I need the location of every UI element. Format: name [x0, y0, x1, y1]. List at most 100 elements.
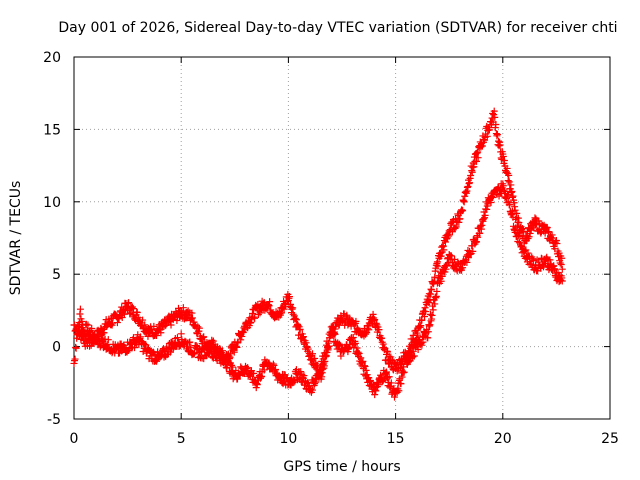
x-tick-label: 0	[70, 431, 79, 447]
data-point	[191, 349, 199, 357]
data-point	[428, 286, 436, 294]
data-point	[256, 309, 264, 317]
y-tick-label: 0	[52, 340, 61, 356]
data-point	[200, 344, 208, 352]
data-point	[375, 326, 383, 334]
data-point	[508, 207, 516, 215]
data-point	[464, 183, 472, 191]
data-point	[418, 316, 426, 324]
data-point	[526, 229, 534, 237]
data-point	[437, 277, 445, 285]
data-point	[414, 331, 422, 339]
data-point	[309, 386, 317, 394]
data-point	[484, 200, 492, 208]
data-point	[237, 336, 245, 344]
data-point	[250, 370, 258, 378]
data-point	[441, 238, 449, 246]
data-point	[397, 380, 405, 388]
data-point	[418, 341, 426, 349]
data-point	[491, 113, 499, 121]
data-point	[421, 313, 429, 321]
data-point	[490, 107, 498, 115]
data-point	[325, 342, 333, 350]
data-point	[167, 321, 175, 329]
data-point	[555, 278, 563, 286]
data-point	[496, 141, 504, 149]
data-point	[72, 344, 80, 352]
data-point	[438, 272, 446, 280]
data-point	[410, 352, 418, 360]
data-point	[424, 328, 432, 336]
data-point	[294, 321, 302, 329]
data-point	[345, 344, 353, 352]
data-point	[361, 362, 369, 370]
data-point	[541, 229, 549, 237]
data-point	[481, 211, 489, 219]
data-point	[244, 364, 252, 372]
data-point	[200, 333, 208, 341]
data-point	[469, 247, 477, 255]
data-point	[480, 215, 488, 223]
data-point	[300, 372, 308, 380]
x-tick-label: 5	[177, 431, 186, 447]
y-tick-label: 10	[43, 195, 61, 211]
data-point	[504, 190, 512, 198]
data-point	[556, 259, 564, 267]
data-point	[508, 187, 516, 195]
x-tick-label: 20	[494, 431, 512, 447]
data-point	[422, 308, 430, 316]
data-point	[312, 378, 320, 386]
y-axis-label: SDTVAR / TECUs	[8, 181, 24, 296]
x-axis-label: GPS time / hours	[283, 459, 400, 475]
data-point	[353, 344, 361, 352]
series-sdtvar-trace-b	[70, 180, 566, 401]
data-point	[506, 201, 514, 209]
y-axis-tick-labels: -5 0 5 10 15 20	[43, 50, 61, 428]
data-point	[366, 376, 374, 384]
data-point	[459, 207, 467, 215]
y-tick-label: 15	[43, 122, 61, 138]
data-point	[516, 232, 524, 240]
data-point	[525, 252, 533, 260]
data-point	[86, 342, 94, 350]
data-point	[230, 348, 238, 356]
data-point	[499, 152, 507, 160]
data-point	[528, 253, 536, 261]
data-point	[285, 293, 293, 301]
data-point	[202, 344, 210, 352]
data-point	[320, 359, 328, 367]
data-point	[426, 321, 434, 329]
data-point	[125, 299, 133, 307]
data-point	[260, 366, 268, 374]
data-point	[387, 353, 395, 361]
data-point	[265, 359, 273, 367]
data-point	[349, 333, 357, 341]
data-point	[229, 363, 237, 371]
data-point	[128, 303, 136, 311]
data-point	[478, 142, 486, 150]
data-point	[296, 325, 304, 333]
data-point	[258, 305, 266, 313]
data-point	[365, 326, 373, 334]
data-point	[227, 350, 235, 358]
data-point	[543, 224, 551, 232]
data-points	[70, 107, 566, 401]
data-point	[329, 329, 337, 337]
data-point	[558, 254, 566, 262]
data-point	[384, 348, 392, 356]
data-point	[557, 261, 565, 269]
data-point	[150, 349, 158, 357]
x-tick-label: 25	[601, 431, 619, 447]
data-point	[456, 215, 464, 223]
data-point	[505, 171, 513, 179]
data-point	[384, 374, 392, 382]
data-point	[218, 347, 226, 355]
data-point	[266, 298, 274, 306]
data-point	[474, 233, 482, 241]
data-point	[289, 304, 297, 312]
data-point	[291, 315, 299, 323]
data-point	[551, 265, 559, 273]
data-point	[157, 329, 165, 337]
data-point	[492, 121, 500, 129]
data-point	[292, 316, 300, 324]
